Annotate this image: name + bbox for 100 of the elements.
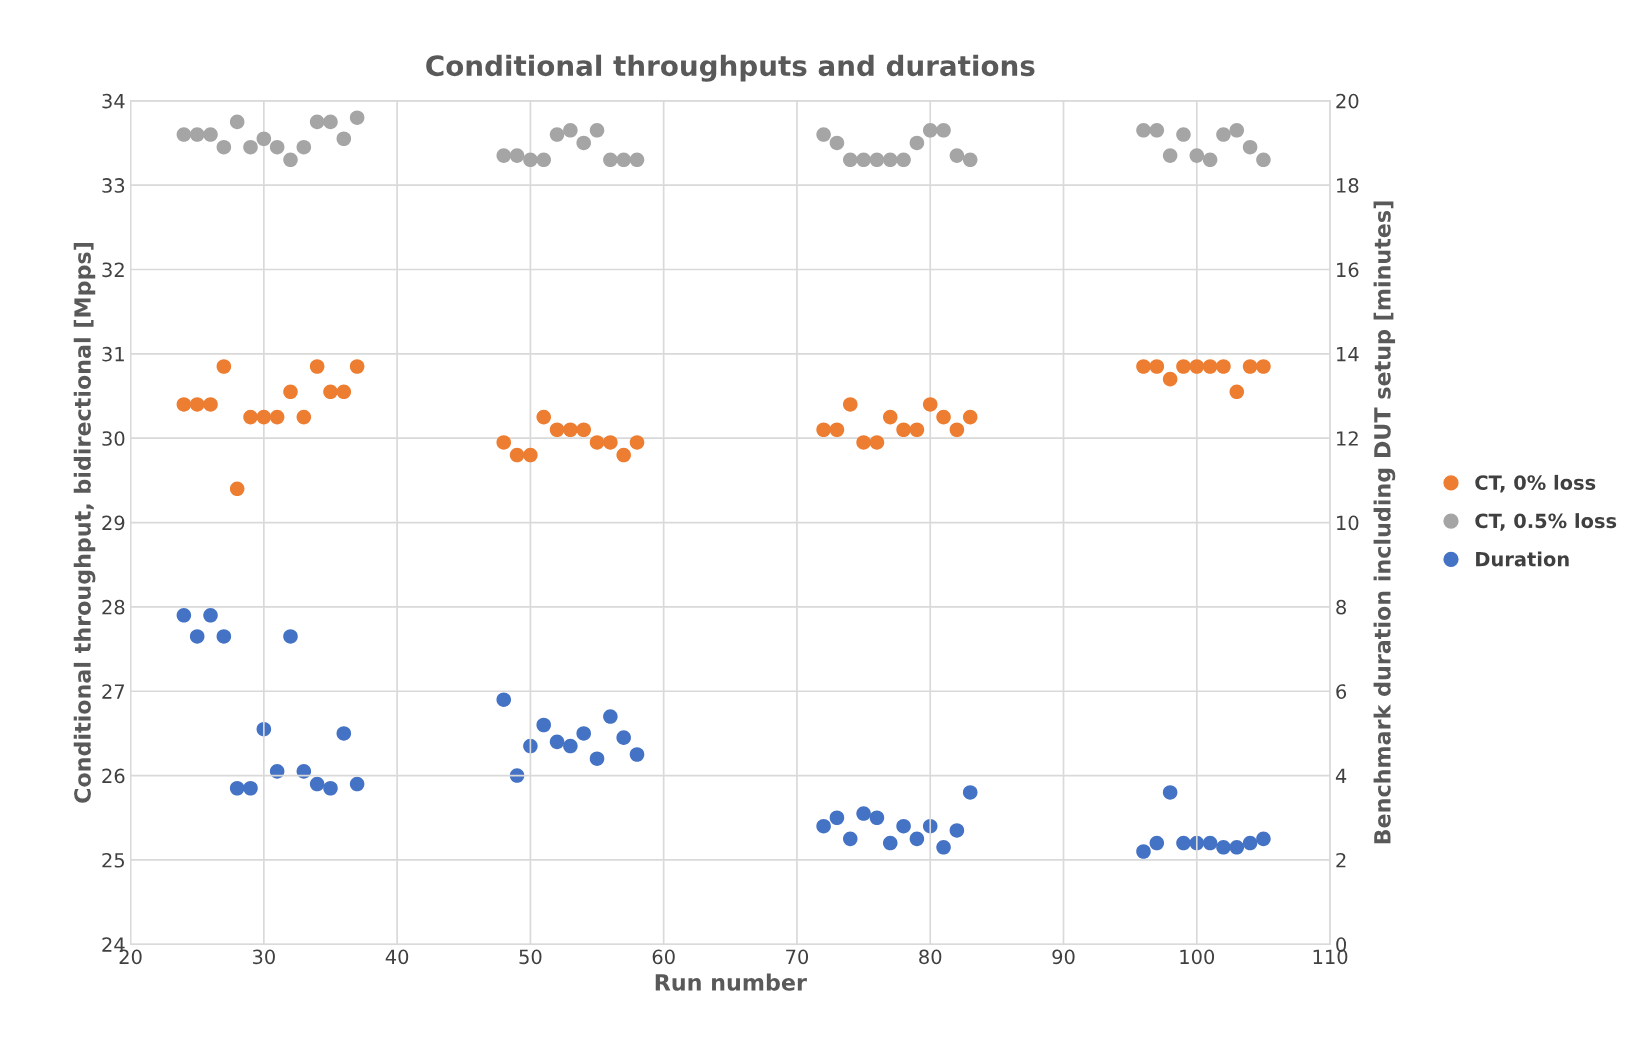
- point: [1229, 840, 1245, 855]
- point: [176, 397, 192, 412]
- point: [896, 152, 911, 168]
- point: [563, 422, 578, 438]
- point: [882, 409, 898, 425]
- point: [1162, 371, 1178, 387]
- y2-tick-label: 18: [1337, 178, 1359, 193]
- point: [1202, 152, 1218, 168]
- point: [309, 776, 325, 792]
- y2-tick-label: 6: [1336, 684, 1347, 699]
- point: [269, 409, 285, 425]
- y-tick-label: 26: [102, 768, 125, 784]
- point: [576, 726, 591, 741]
- point: [243, 780, 258, 796]
- point: [616, 152, 631, 168]
- point: [816, 422, 831, 438]
- point: [1216, 840, 1231, 855]
- point: [829, 810, 845, 826]
- point: [1176, 835, 1191, 851]
- point: [842, 831, 858, 847]
- y2-tick-label: 20: [1336, 93, 1359, 109]
- point: [549, 127, 565, 142]
- point: [629, 152, 645, 168]
- point: [882, 835, 898, 851]
- point: [309, 359, 325, 374]
- point: [1189, 148, 1205, 163]
- point: [1256, 359, 1271, 374]
- point: [496, 692, 512, 707]
- point: [909, 831, 925, 847]
- point: [523, 152, 538, 168]
- x-tick-label: 30: [252, 949, 275, 965]
- point: [1189, 359, 1205, 374]
- point: [589, 123, 605, 138]
- point: [1176, 127, 1191, 142]
- y2-tick-label: 8: [1336, 599, 1346, 615]
- point: [896, 818, 911, 834]
- point: [189, 629, 205, 644]
- point: [936, 123, 951, 138]
- y2-axis-title: Benchmark duration including DUT setup [minutes]: [1373, 201, 1396, 844]
- point: [949, 148, 965, 163]
- y-tick-label: 31: [102, 346, 124, 362]
- y2-tick-label: 4: [1335, 768, 1347, 783]
- y-tick-label: 30: [102, 431, 125, 446]
- point: [323, 780, 338, 796]
- point: [922, 123, 938, 138]
- point: [1149, 359, 1165, 374]
- point: [496, 435, 512, 450]
- point: [336, 131, 352, 147]
- x-tick-label: 40: [385, 949, 409, 965]
- point: [1242, 835, 1258, 851]
- x-tick-label: 90: [1052, 949, 1075, 965]
- point: [896, 422, 911, 438]
- point: [176, 127, 192, 142]
- point: [842, 397, 858, 412]
- y-tick-label: 27: [102, 684, 125, 699]
- point: [589, 751, 605, 766]
- point: [882, 152, 898, 168]
- point: [349, 110, 365, 125]
- point: [1149, 123, 1165, 138]
- legend-label: Duration: [1476, 551, 1569, 567]
- point: [922, 397, 938, 412]
- y2-tick-label: 10: [1337, 515, 1359, 531]
- point: [283, 384, 298, 400]
- point: [203, 127, 218, 142]
- point: [616, 730, 631, 745]
- point: [829, 135, 845, 151]
- point: [203, 608, 218, 623]
- y-tick-label: 33: [102, 178, 125, 193]
- y-axis-title: Conditional throughput, bidirectional [Mpps]: [73, 243, 96, 803]
- point: [869, 810, 885, 826]
- point: [576, 422, 591, 438]
- x-tick-label: 80: [919, 949, 942, 965]
- point: [176, 608, 192, 623]
- point: [269, 139, 285, 155]
- point: [856, 152, 871, 168]
- point: [216, 359, 232, 374]
- point: [283, 629, 298, 644]
- point: [536, 152, 552, 168]
- point: [962, 152, 978, 168]
- point: [1202, 359, 1218, 374]
- point: [936, 840, 951, 855]
- point: [629, 435, 645, 450]
- point: [323, 384, 338, 400]
- point: [1162, 785, 1178, 800]
- point: [962, 409, 978, 425]
- point: [549, 734, 565, 750]
- point: [336, 726, 352, 741]
- point: [349, 776, 365, 792]
- point: [1136, 844, 1151, 859]
- point: [296, 409, 312, 425]
- point: [549, 422, 565, 438]
- point: [829, 422, 845, 438]
- point: [1216, 359, 1231, 374]
- point: [243, 139, 258, 155]
- point: [563, 123, 578, 138]
- x-tick-label: 70: [786, 949, 809, 965]
- point: [589, 435, 605, 450]
- point: [229, 780, 245, 796]
- point: [509, 148, 525, 163]
- y2-tick-label: 14: [1337, 347, 1359, 362]
